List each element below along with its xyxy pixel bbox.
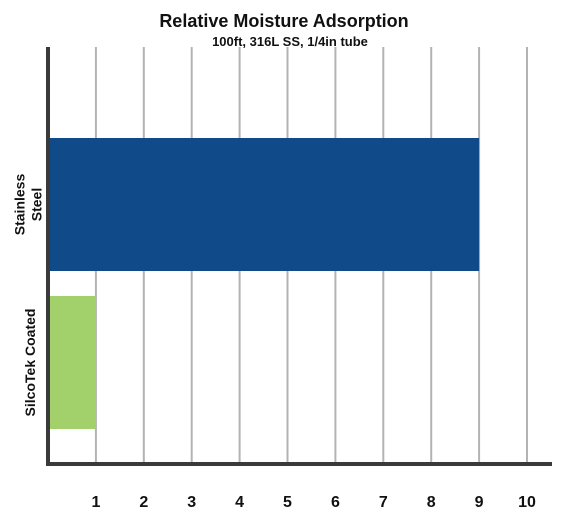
x-tick-label-9: 9 (475, 494, 484, 511)
axes (46, 47, 552, 466)
bar-stainless-steel (48, 138, 480, 271)
x-tick-label-10: 10 (518, 494, 536, 511)
x-tick-label-4: 4 (235, 494, 244, 511)
x-tick-label-5: 5 (283, 494, 292, 511)
category-label-silcotek-coated: SilcoTek Coated (22, 309, 38, 417)
category-label-text-stainless-steel: StainlessSteel (12, 174, 45, 236)
chart-subtitle: 100ft, 316L SS, 1/4in tube (212, 34, 368, 49)
x-tick-labels: 1 2 3 4 5 6 7 8 9 10 (91, 494, 536, 511)
category-label-text-silcotek-coated: SilcoTek Coated (22, 309, 38, 417)
category-labels: StainlessSteel SilcoTek Coated (12, 174, 45, 417)
x-tick-label-6: 6 (331, 494, 340, 511)
category-label-line: Steel (29, 188, 45, 221)
x-tick-label-2: 2 (139, 494, 148, 511)
chart-title: Relative Moisture Adsorption (159, 11, 408, 31)
x-tick-label-8: 8 (427, 494, 436, 511)
category-label-stainless-steel: StainlessSteel (12, 174, 45, 236)
bar-silcotek-coated (48, 296, 96, 429)
category-label-line: Stainless (12, 174, 28, 236)
bars (48, 138, 480, 429)
category-label-line: SilcoTek Coated (22, 309, 38, 417)
x-tick-label-7: 7 (379, 494, 388, 511)
x-tick-label-1: 1 (91, 494, 100, 511)
x-tick-label-3: 3 (187, 494, 196, 511)
